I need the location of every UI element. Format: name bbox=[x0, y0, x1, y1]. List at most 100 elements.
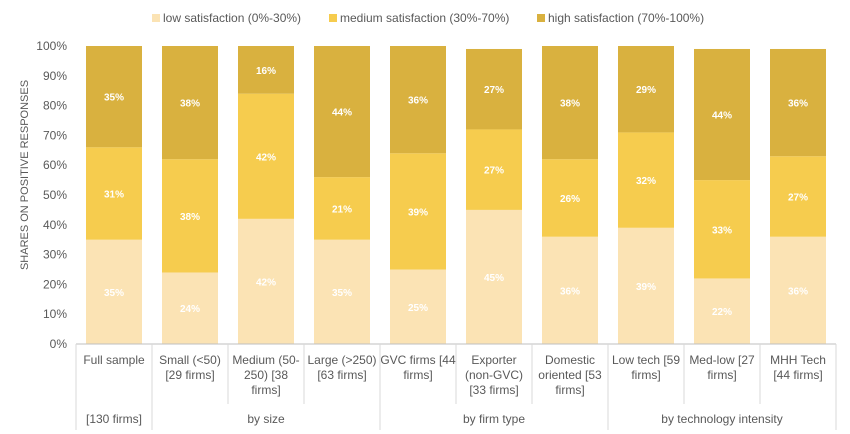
legend: low satisfaction (0%-30%) medium satisfac… bbox=[152, 11, 704, 25]
x-axis: Full sample Small (<50) [29 firms] Medium (… bbox=[75, 343, 837, 430]
legend-label: high satisfaction (70%-100%) bbox=[548, 11, 704, 25]
bar-segment bbox=[162, 159, 218, 273]
bar-segment bbox=[694, 48, 750, 181]
data-label: 27% bbox=[484, 166, 504, 177]
bar-segment bbox=[542, 236, 598, 344]
y-tick-label: 40% bbox=[43, 218, 67, 232]
x-tick-label-line: [29 firms] bbox=[165, 368, 214, 382]
x-tick-label-line: GVC firms [44 bbox=[380, 353, 456, 367]
bar-segment bbox=[162, 272, 218, 344]
x-tick-label-line: firms] bbox=[631, 368, 660, 382]
group-label: by technology intensity bbox=[661, 412, 782, 426]
bar-segment bbox=[314, 177, 370, 240]
y-tick-label: 10% bbox=[43, 307, 67, 321]
legend-swatch bbox=[152, 14, 160, 22]
bar-segment bbox=[86, 239, 142, 344]
x-tick-label-line: Small (<50) bbox=[159, 353, 221, 367]
data-label: 35% bbox=[104, 93, 124, 104]
group-label: by size bbox=[247, 412, 285, 426]
x-tick-label-line: Exporter bbox=[471, 353, 516, 367]
bar-segment bbox=[770, 156, 826, 237]
group-label: by firm type bbox=[463, 412, 525, 426]
y-tick-label: 50% bbox=[43, 188, 67, 202]
data-label: 24% bbox=[180, 304, 200, 315]
bar-segment bbox=[618, 132, 674, 228]
x-tick-label: MHH Tech [44 firms] bbox=[770, 353, 826, 382]
x-tick-label: Low tech [59 firms] bbox=[612, 353, 680, 382]
x-tick-label: Med-low [27 firms] bbox=[689, 353, 755, 382]
data-label: 38% bbox=[180, 212, 200, 223]
x-tick-label-line: firms] bbox=[403, 368, 432, 382]
x-tick-label: Exporter (non-GVC) [33 firms] bbox=[465, 353, 523, 397]
y-tick-label: 70% bbox=[43, 128, 67, 142]
bar-segment bbox=[466, 48, 522, 130]
bar-segment bbox=[238, 218, 294, 344]
data-label: 22% bbox=[712, 307, 732, 318]
x-tick-label-line: firms] bbox=[707, 368, 736, 382]
data-label: 42% bbox=[256, 152, 276, 163]
data-label: 31% bbox=[104, 190, 124, 201]
bar-segment bbox=[314, 46, 370, 178]
x-tick-label-line: Domestic bbox=[545, 353, 595, 367]
x-tick-label-line: Medium (50- bbox=[232, 353, 299, 367]
x-tick-label-line: 250) [38 bbox=[244, 368, 288, 382]
bar-segment bbox=[314, 239, 370, 344]
y-tick-label: 20% bbox=[43, 277, 67, 291]
bar-segment bbox=[770, 236, 826, 344]
bar-segment bbox=[162, 46, 218, 160]
bar-segment bbox=[542, 46, 598, 160]
x-tick-label-line: [44 firms] bbox=[773, 368, 822, 382]
bar-segment bbox=[86, 46, 142, 148]
data-label: 33% bbox=[712, 225, 732, 236]
bar-segment bbox=[238, 46, 294, 94]
legend-swatch bbox=[329, 14, 337, 22]
legend-label: low satisfaction (0%-30%) bbox=[163, 11, 301, 25]
y-tick-label: 60% bbox=[43, 158, 67, 172]
data-label: 42% bbox=[256, 277, 276, 288]
data-label: 36% bbox=[408, 96, 428, 107]
data-label: 25% bbox=[408, 303, 428, 314]
x-tick-label-line: firms] bbox=[251, 383, 280, 397]
data-label: 38% bbox=[180, 99, 200, 110]
bar-segment bbox=[694, 278, 750, 344]
data-label: 32% bbox=[636, 176, 656, 187]
y-axis: 0% 10% 20% 30% 40% 50% 60% 70% 80% 90% 100% bbox=[36, 39, 67, 351]
data-label: 35% bbox=[104, 288, 124, 299]
data-label: 36% bbox=[788, 286, 808, 297]
x-tick-label: Medium (50-250) [38 firms] bbox=[232, 353, 299, 397]
bar-segment bbox=[542, 159, 598, 237]
bar-segment bbox=[86, 147, 142, 240]
x-tick-label-line: Low tech [59 bbox=[612, 353, 680, 367]
bar-segment bbox=[618, 46, 674, 133]
x-tick-label-line: [63 firms] bbox=[317, 368, 366, 382]
x-tick-label: Domestic oriented [53 firms] bbox=[538, 353, 602, 397]
y-tick-label: 80% bbox=[43, 99, 67, 113]
bar-segment bbox=[390, 153, 446, 270]
y-tick-label: 100% bbox=[36, 39, 67, 53]
bar-segment bbox=[694, 180, 750, 279]
x-tick-label-line: MHH Tech bbox=[770, 353, 826, 367]
data-label: 45% bbox=[484, 273, 504, 284]
y-tick-label: 0% bbox=[50, 337, 68, 351]
data-label: 27% bbox=[484, 85, 504, 96]
y-axis-label: SHARES ON POSITIVE RESPONSES bbox=[19, 80, 31, 270]
data-label: 16% bbox=[256, 66, 276, 77]
x-tick-label-line: [33 firms] bbox=[469, 383, 518, 397]
x-tick-label: Small (<50) [29 firms] bbox=[159, 353, 221, 382]
bar-segment bbox=[466, 129, 522, 210]
data-label: 36% bbox=[788, 99, 808, 110]
data-label: 44% bbox=[332, 108, 352, 119]
x-tick-label: GVC firms [44 firms] bbox=[380, 353, 456, 382]
bar-segment bbox=[618, 227, 674, 344]
data-label: 35% bbox=[332, 288, 352, 299]
bar-segment bbox=[390, 46, 446, 154]
group-label: [130 firms] bbox=[86, 412, 142, 426]
legend-swatch bbox=[537, 14, 545, 22]
data-label: 39% bbox=[636, 282, 656, 293]
bars: 35% 31% 35% 24% 38% 38% 42% 42% 16% 35% 21% 44% 25% 3… bbox=[86, 46, 826, 344]
data-label: 36% bbox=[560, 286, 580, 297]
bar-segment bbox=[466, 209, 522, 344]
x-tick-label: Full sample bbox=[83, 353, 145, 367]
data-label: 38% bbox=[560, 99, 580, 110]
